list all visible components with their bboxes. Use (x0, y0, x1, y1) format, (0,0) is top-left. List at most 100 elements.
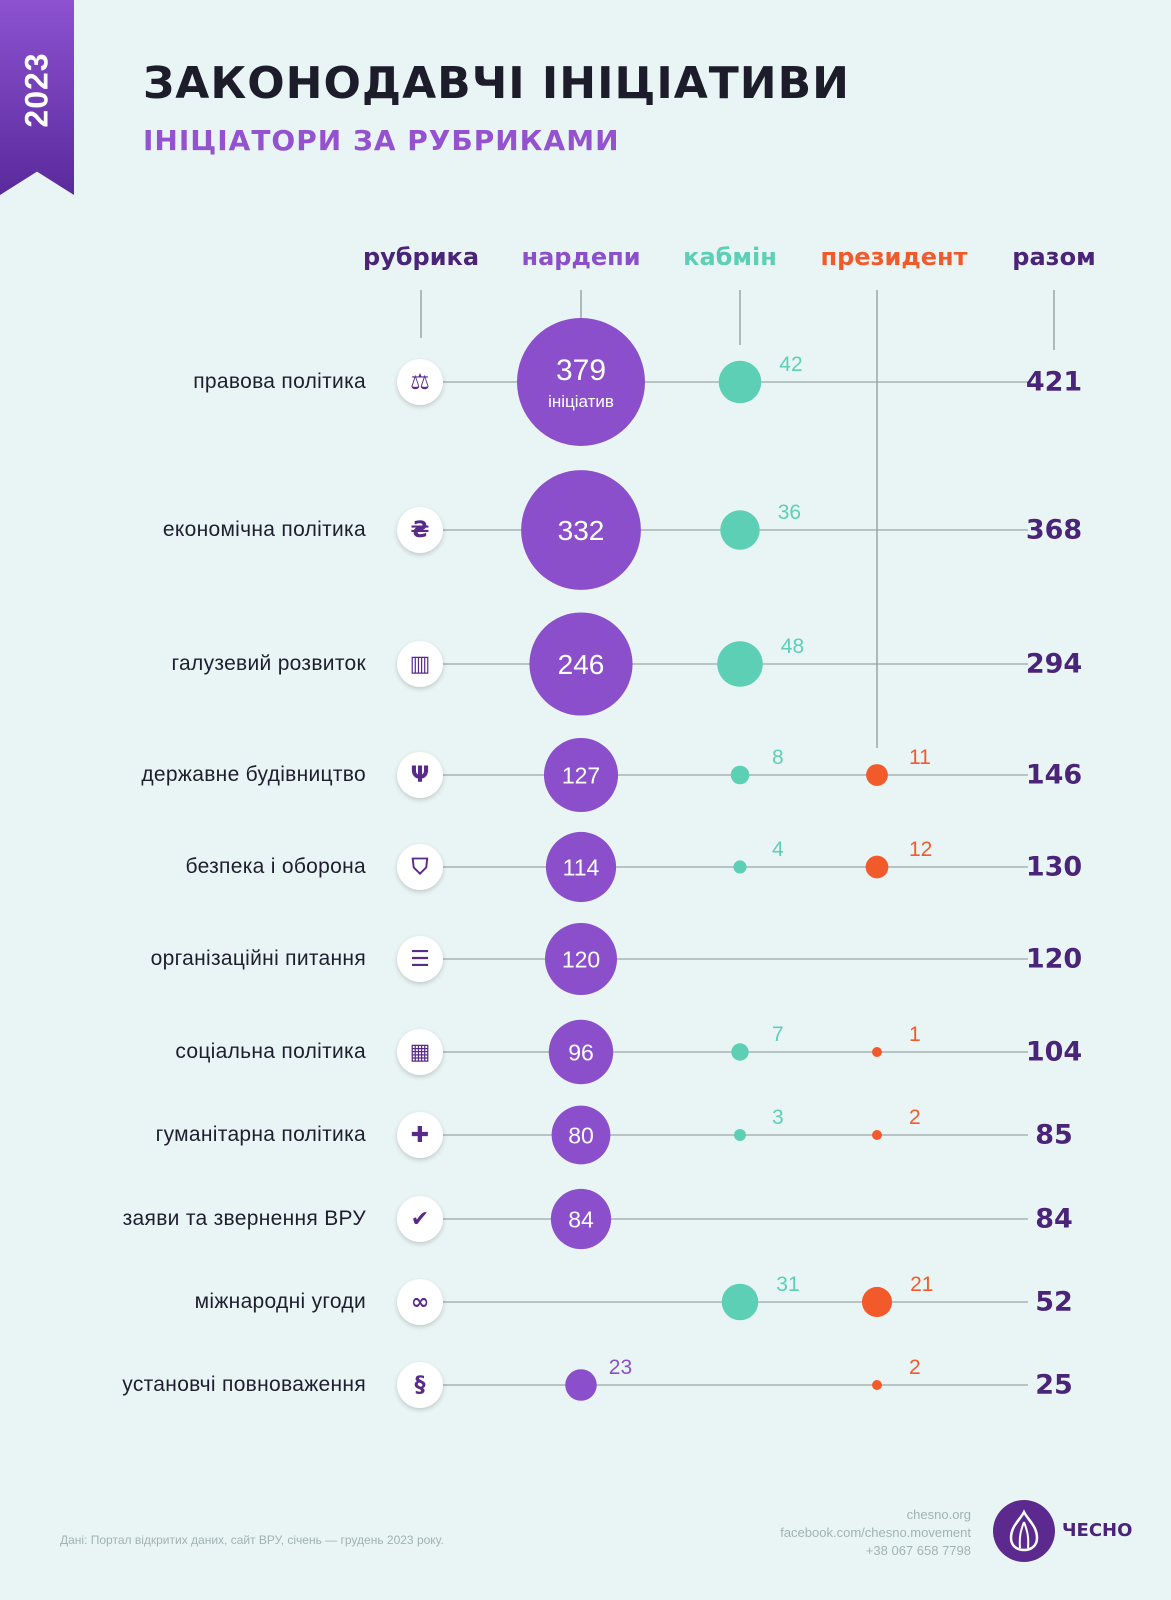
total-value: 421 (1025, 366, 1083, 398)
header-cabmin: кабмін (683, 243, 777, 271)
value-label-president: 2 (909, 1356, 921, 1379)
value-label-cabmin: 48 (781, 635, 804, 658)
value-label-mps: 96 (568, 1039, 594, 1065)
value-label-cabmin: 31 (776, 1273, 799, 1296)
bubble-cabmin (733, 860, 747, 874)
site-link[interactable]: chesno.org (906, 1507, 971, 1522)
chart-row: 114 4 12 (421, 831, 1028, 903)
bubble-cabmin (718, 360, 762, 404)
header-total: разом (1012, 243, 1096, 271)
category-label: заяви та звернення ВРУ (122, 1207, 366, 1230)
bubble-cabmin (720, 510, 760, 550)
value-label-cabmin: 3 (772, 1106, 784, 1129)
value-label-cabmin: 36 (778, 501, 801, 524)
bubble-mps (517, 318, 645, 446)
bubble-mps (551, 1105, 611, 1165)
value-label-president: 12 (909, 838, 932, 861)
chart-row: 379 ініціатив 42 (421, 318, 1028, 446)
chart-row: 120 (421, 922, 1028, 996)
bubble-president (872, 1047, 882, 1057)
sliders-icon: ☰ (397, 936, 443, 982)
hryvnia-icon: ₴ (397, 507, 443, 553)
value-label-mps: 332 (558, 515, 605, 546)
bubble-cabmin (721, 1283, 759, 1321)
chart-row: 127 8 11 (421, 737, 1028, 813)
category-label: соціальна політика (175, 1040, 366, 1063)
bubble-president (872, 1380, 882, 1390)
category-label: гуманітарна політика (155, 1123, 366, 1146)
value-label-cabmin: 42 (779, 353, 802, 376)
logo-text: ЧЕСНО (1062, 1520, 1133, 1541)
bubble-mps (544, 922, 618, 996)
bubble-president (865, 855, 889, 879)
bubble-mps (543, 737, 619, 813)
scales-icon: ⚖ (397, 359, 443, 405)
header-rubric: рубрика (362, 243, 480, 271)
category-label: міжнародні угоди (194, 1290, 366, 1313)
chart-row: 31 21 (421, 1273, 1028, 1321)
total-value: 294 (1025, 648, 1083, 680)
shield-icon: ⛉ (397, 844, 443, 890)
chart-row: 84 (421, 1188, 1028, 1250)
category-label: економічна політика (162, 518, 366, 541)
cross-icon: ✚ (397, 1112, 443, 1158)
chart-row: 80 3 2 (421, 1105, 1028, 1165)
building-icon: ▦ (397, 1029, 443, 1075)
speech-check-icon: ✔ (397, 1196, 443, 1242)
bubble-mps (550, 1188, 612, 1250)
chart-row: 332 36 (421, 470, 1028, 590)
total-value: 85 (1035, 1119, 1073, 1151)
value-label-mps: 246 (558, 649, 605, 680)
total-value: 84 (1035, 1203, 1073, 1235)
value-label-president: 21 (910, 1273, 933, 1296)
page-subtitle: ІНІЦІАТОРИ ЗА РУБРИКАМИ (143, 124, 620, 157)
bubble-mps (529, 612, 633, 716)
garlic-icon (1009, 1509, 1039, 1552)
value-label-mps: 84 (568, 1206, 594, 1232)
data-source: Дані: Портал відкритих даних, сайт ВРУ, … (60, 1533, 444, 1547)
category-label: державне будівництво (141, 763, 366, 786)
category-label: правова політика (193, 370, 366, 393)
value-label-cabmin: 8 (772, 746, 784, 769)
page-title: ЗАКОНОДАВЧІ ІНІЦІАТИВИ (143, 58, 850, 109)
total-value: 120 (1025, 943, 1083, 975)
category-label: безпека і оборона (185, 855, 366, 878)
chesno-logo (993, 1500, 1055, 1562)
value-label-mps: 23 (609, 1356, 632, 1379)
value-label-cabmin: 4 (772, 838, 784, 861)
section-icon: § (397, 1362, 443, 1408)
bubble-caption: ініціатив (548, 392, 614, 411)
total-value: 368 (1025, 514, 1083, 546)
bubble-mps (565, 1369, 597, 1401)
total-value: 25 (1035, 1369, 1073, 1401)
bubble-cabmin (730, 765, 750, 785)
bubble-mps (545, 831, 617, 903)
header-mps: нардепи (521, 243, 641, 271)
trident-icon: Ψ (397, 752, 443, 798)
total-value: 104 (1025, 1036, 1083, 1068)
value-label-mps: 379 (556, 354, 606, 387)
bubble-cabmin (734, 1129, 746, 1141)
contacts: chesno.org facebook.com/chesno.movement … (780, 1506, 971, 1560)
value-label-president: 1 (909, 1023, 921, 1046)
bubble-cabmin (731, 1043, 749, 1061)
chart-row: 246 48 (421, 612, 1028, 716)
value-label-president: 11 (909, 746, 931, 769)
bubble-mps (548, 1019, 614, 1085)
header-president: президент (820, 243, 968, 271)
facebook-link[interactable]: facebook.com/chesno.movement (780, 1525, 971, 1540)
category-label: галузевий розвиток (171, 652, 366, 675)
bubble-cabmin (717, 641, 763, 687)
category-label: установчі повноваження (122, 1373, 366, 1396)
chart-row: 96 7 1 (421, 1019, 1028, 1085)
category-label: організаційні питання (150, 947, 366, 970)
bubble-president (866, 764, 888, 786)
total-value: 146 (1025, 759, 1083, 791)
bubble-president (861, 1286, 893, 1318)
total-value: 130 (1025, 851, 1083, 883)
value-label-mps: 80 (568, 1122, 594, 1148)
bubble-president (872, 1130, 882, 1140)
total-value: 52 (1035, 1286, 1073, 1318)
year-ribbon: 2023 (0, 0, 74, 195)
